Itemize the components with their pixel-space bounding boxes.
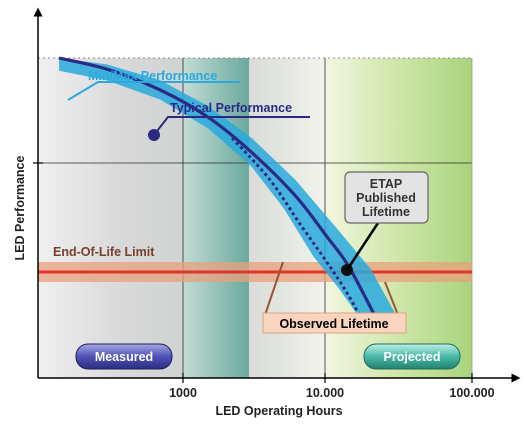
observed-lifetime-bracket — [264, 261, 399, 316]
measured-pill-shape — [75, 343, 173, 370]
typical-performance-label: Typical Performance — [170, 101, 292, 115]
region-measured-bg — [38, 58, 183, 378]
etap-callout-line — [345, 222, 380, 271]
minmax-leader-line — [67, 81, 240, 101]
etap-callout-box — [344, 171, 429, 224]
typical-leader-line — [153, 116, 310, 136]
x-tick-label-1000: 1000 — [169, 386, 197, 400]
projected-pill: Projected — [363, 343, 461, 370]
typical-performance-line — [58, 56, 376, 315]
x-tick-label-10000: 10.000 — [306, 386, 344, 400]
projected-pill-shape — [363, 343, 461, 370]
y-axis-label: LED Performance — [13, 156, 27, 261]
minmax-performance-label: Min/Max Performance — [88, 69, 217, 83]
etap-label-line2: Published — [356, 191, 416, 205]
observed-bracket-left — [264, 261, 284, 316]
x-axis-label: LED Operating Hours — [215, 404, 342, 418]
axes — [33, 7, 521, 383]
observed-lifetime-box — [262, 312, 407, 334]
etap-label-line3: Lifetime — [362, 205, 410, 219]
measured-pill-label: Measured — [95, 350, 153, 364]
end-of-life-label: End-Of-Life Limit — [53, 245, 155, 259]
projected-pill-label: Projected — [384, 350, 441, 364]
observed-lifetime-label: Observed Lifetime — [279, 317, 388, 331]
measured-pill: Measured — [75, 343, 173, 370]
etap-label-line1: ETAP — [370, 177, 402, 191]
x-tick-label-100000: 100.000 — [449, 386, 494, 400]
projected-typical-dotted-line — [231, 136, 363, 318]
observed-bracket-right — [384, 281, 399, 316]
